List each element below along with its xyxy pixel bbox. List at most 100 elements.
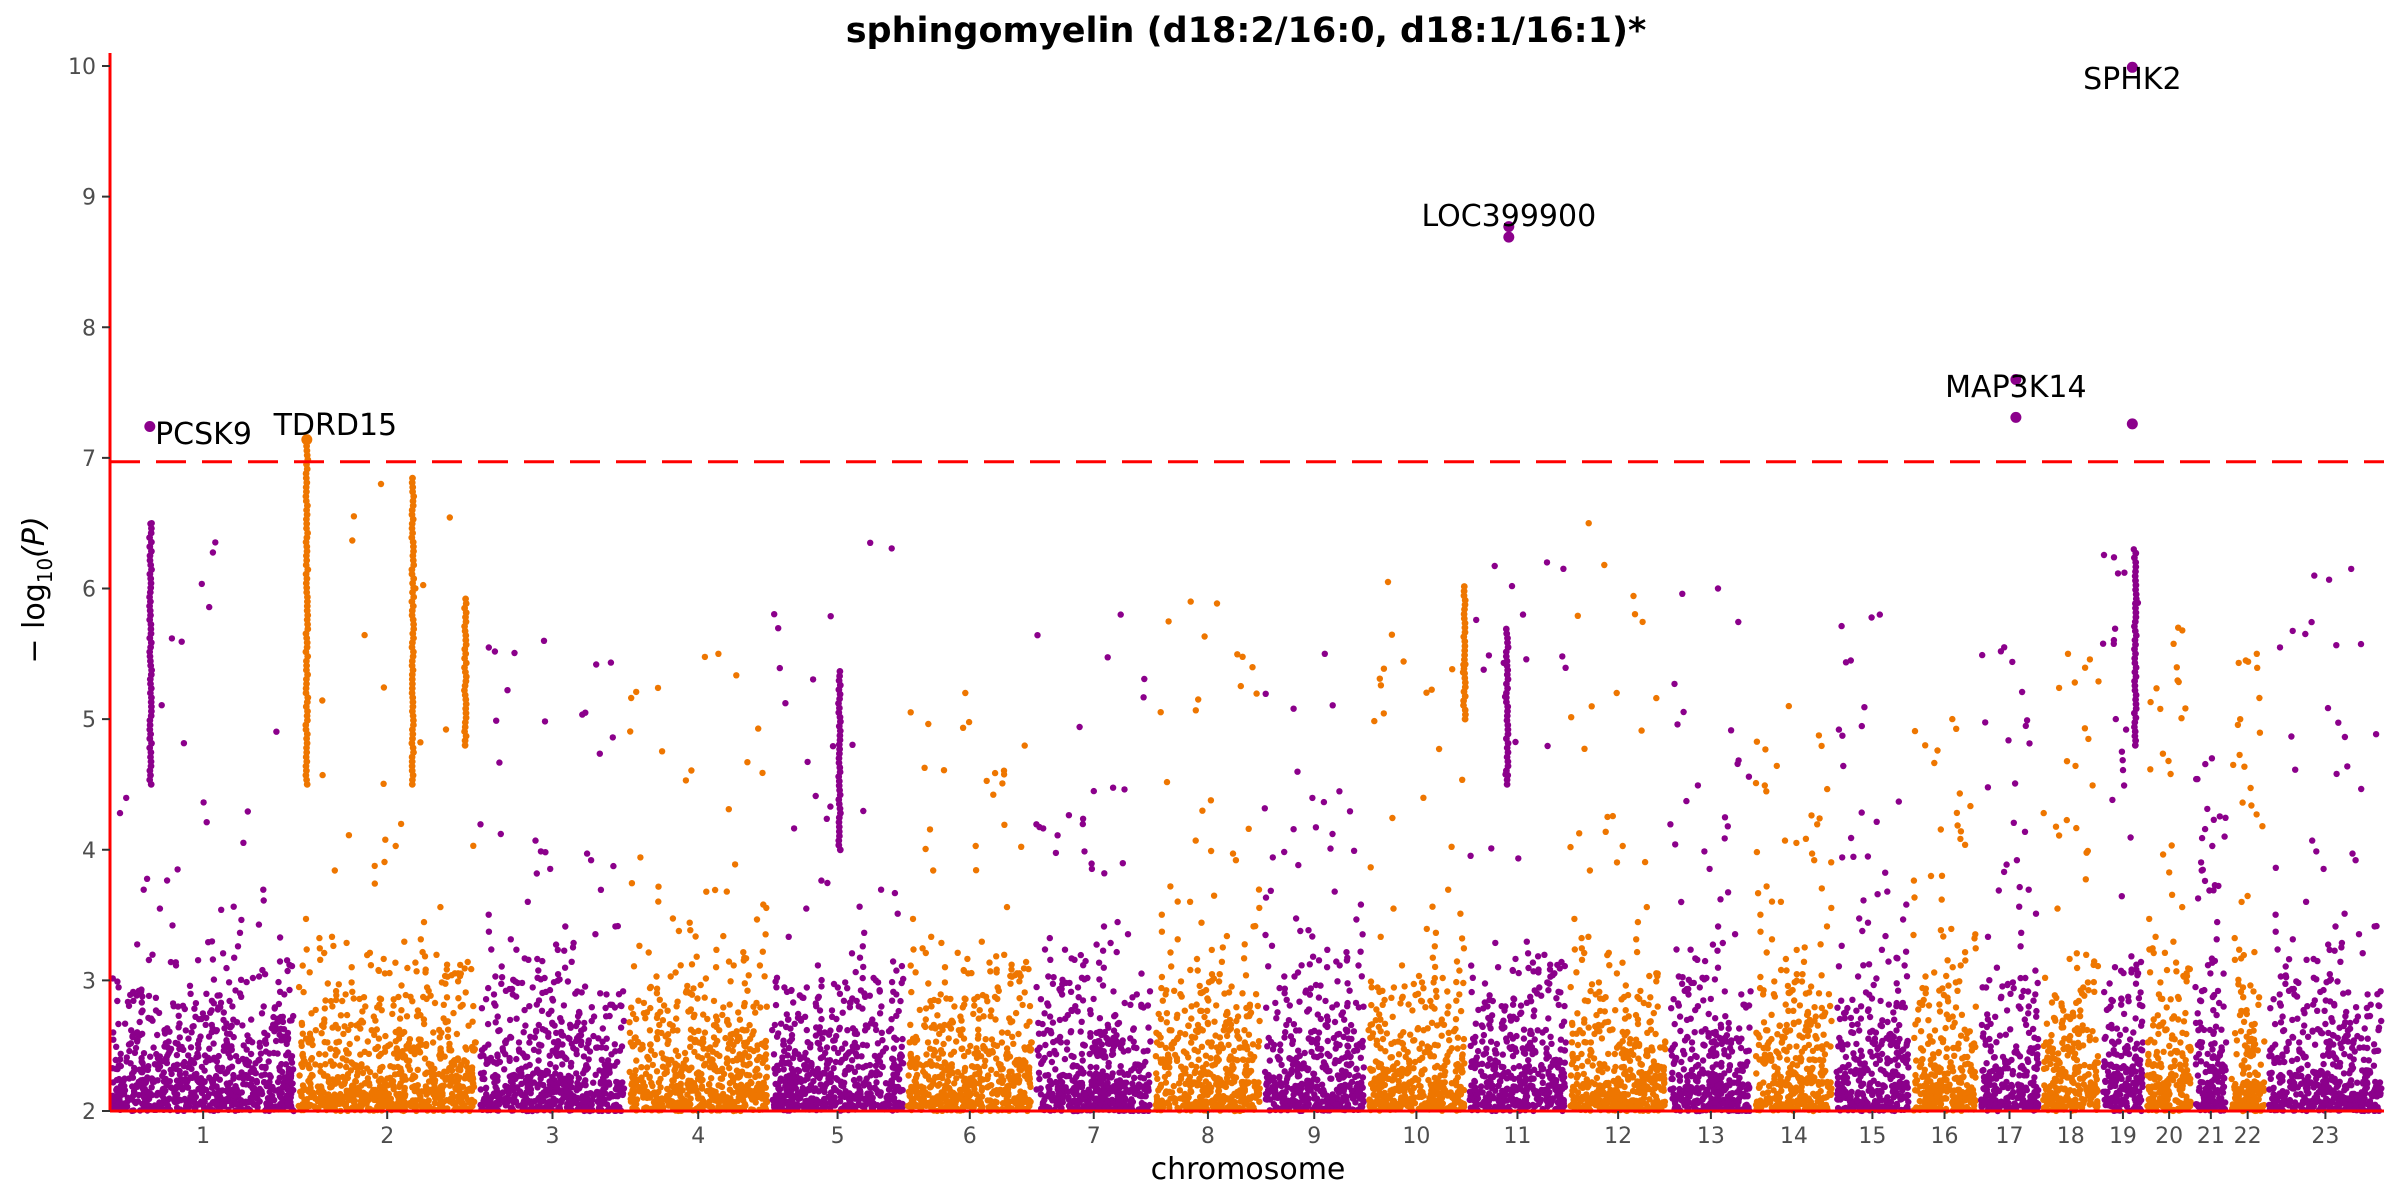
data-point <box>365 1050 373 1058</box>
data-point <box>112 1104 119 1112</box>
data-point <box>1246 1003 1253 1010</box>
data-point <box>512 1075 519 1083</box>
data-point <box>487 1056 494 1063</box>
data-point <box>602 1013 610 1020</box>
data-point <box>970 1010 977 1018</box>
data-point <box>585 1039 592 1047</box>
data-point <box>583 850 591 857</box>
data-point <box>1016 978 1023 985</box>
data-point <box>905 1072 912 1079</box>
data-point <box>172 1039 179 1047</box>
data-point <box>848 1057 856 1064</box>
data-point <box>922 1016 929 1023</box>
data-point <box>364 1038 371 1045</box>
data-point <box>1087 1063 1094 1071</box>
data-point <box>518 1070 525 1077</box>
data-point <box>1103 1034 1110 1042</box>
data-point <box>790 825 798 832</box>
data-point <box>863 1042 871 1049</box>
data-point <box>441 972 449 980</box>
data-point <box>553 1029 560 1037</box>
data-point <box>139 993 146 1000</box>
data-point <box>925 1091 932 1098</box>
data-point <box>199 1010 207 1017</box>
data-point <box>762 1074 770 1081</box>
data-point <box>331 867 338 874</box>
data-point <box>134 1098 142 1105</box>
data-point <box>713 1068 721 1075</box>
data-point <box>637 854 644 861</box>
data-point <box>544 1068 552 1075</box>
data-point <box>468 1066 476 1074</box>
data-point <box>420 1016 428 1023</box>
data-point <box>299 1087 306 1094</box>
data-point <box>1093 1029 1100 1037</box>
data-point <box>773 984 780 991</box>
data-point <box>927 997 934 1005</box>
data-point <box>203 1014 210 1022</box>
data-point <box>1022 958 1030 966</box>
data-point <box>524 898 531 905</box>
data-point <box>645 949 652 956</box>
data-point <box>492 973 499 980</box>
data-point <box>219 950 227 957</box>
data-point <box>665 1037 672 1044</box>
data-point <box>493 717 500 724</box>
data-point <box>603 991 610 998</box>
data-point <box>1222 1011 1230 1019</box>
data-point <box>145 1095 153 1103</box>
data-point <box>922 1005 930 1012</box>
data-point <box>698 1083 706 1090</box>
data-point <box>627 728 634 735</box>
data-point <box>783 1011 790 1018</box>
data-point <box>964 955 971 963</box>
data-point <box>1000 771 1008 778</box>
data-point <box>1128 1102 1135 1109</box>
data-point <box>958 1017 965 1024</box>
data-point <box>910 946 917 953</box>
data-point <box>1076 723 1083 731</box>
data-point <box>261 1029 268 1037</box>
data-point <box>853 997 860 1005</box>
data-point <box>976 1007 983 1014</box>
data-point <box>1047 1027 1054 1035</box>
data-point <box>203 990 210 997</box>
data-point <box>172 1065 179 1073</box>
data-point <box>579 711 586 718</box>
data-point <box>894 1068 901 1075</box>
data-point <box>962 996 969 1003</box>
data-point <box>831 1045 838 1052</box>
data-point <box>795 1095 802 1102</box>
data-point <box>725 806 732 813</box>
chart-title: sphingomyelin (d18:2/16:0, d18:1/16:1)* <box>846 11 1647 51</box>
data-point <box>1154 1075 1161 1083</box>
data-point <box>561 1054 569 1061</box>
data-point <box>1090 995 1097 1003</box>
data-point <box>1158 973 1166 981</box>
data-point <box>823 1044 831 1051</box>
data-point <box>992 1016 999 1023</box>
data-point <box>836 1026 843 1033</box>
data-point <box>861 929 868 936</box>
data-point <box>750 1028 757 1035</box>
data-point <box>522 1022 529 1029</box>
data-point <box>1216 1034 1224 1041</box>
data-point <box>138 1068 145 1076</box>
data-point <box>308 1036 315 1044</box>
data-point <box>1214 1075 1222 1082</box>
data-point <box>831 1102 839 1109</box>
data-point <box>581 1098 588 1106</box>
data-point <box>978 938 985 945</box>
data-point <box>629 1096 636 1103</box>
chromosome-2-points <box>295 480 479 1115</box>
data-point <box>1119 860 1127 867</box>
data-point <box>149 1017 156 1024</box>
data-point <box>307 1093 315 1101</box>
data-point <box>1099 947 1107 954</box>
data-point <box>683 987 690 994</box>
data-point <box>315 1104 322 1112</box>
data-point <box>1201 1013 1208 1021</box>
data-point <box>753 916 761 923</box>
data-point <box>1015 1030 1022 1038</box>
data-point <box>569 944 577 951</box>
